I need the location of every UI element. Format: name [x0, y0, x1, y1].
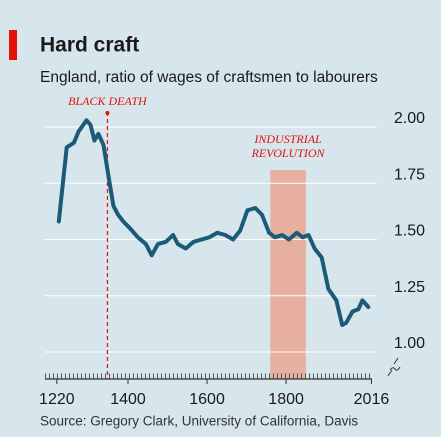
x-tick-label: 1220 — [39, 391, 75, 408]
y-tick-label: 1.75 — [394, 166, 425, 183]
period-band — [270, 170, 306, 379]
event-dot — [105, 111, 110, 115]
source: Source: Gregory Clark, University of Cal… — [40, 414, 358, 429]
y-tick-label: 1.50 — [394, 223, 425, 240]
axis-break — [387, 357, 401, 377]
x-tick-label: 2016 — [354, 391, 390, 408]
y-tick-label: 1.00 — [394, 335, 425, 352]
y-tick-label: 2.00 — [394, 110, 425, 127]
y-tick-label: 1.25 — [394, 279, 425, 296]
data-line — [56, 118, 371, 327]
annotation: BLACK DEATH — [68, 94, 148, 108]
x-tick-label: 1400 — [110, 391, 146, 408]
x-tick-label: 1600 — [189, 391, 225, 408]
x-tick-label: 1800 — [268, 391, 304, 408]
red-tag — [9, 30, 17, 60]
chart-subtitle: England, ratio of wages of craftsmen to … — [40, 69, 378, 86]
annotation: REVOLUTION — [251, 146, 326, 160]
annotation: INDUSTRIAL — [253, 132, 322, 146]
chart-title: Hard craft — [40, 34, 139, 57]
